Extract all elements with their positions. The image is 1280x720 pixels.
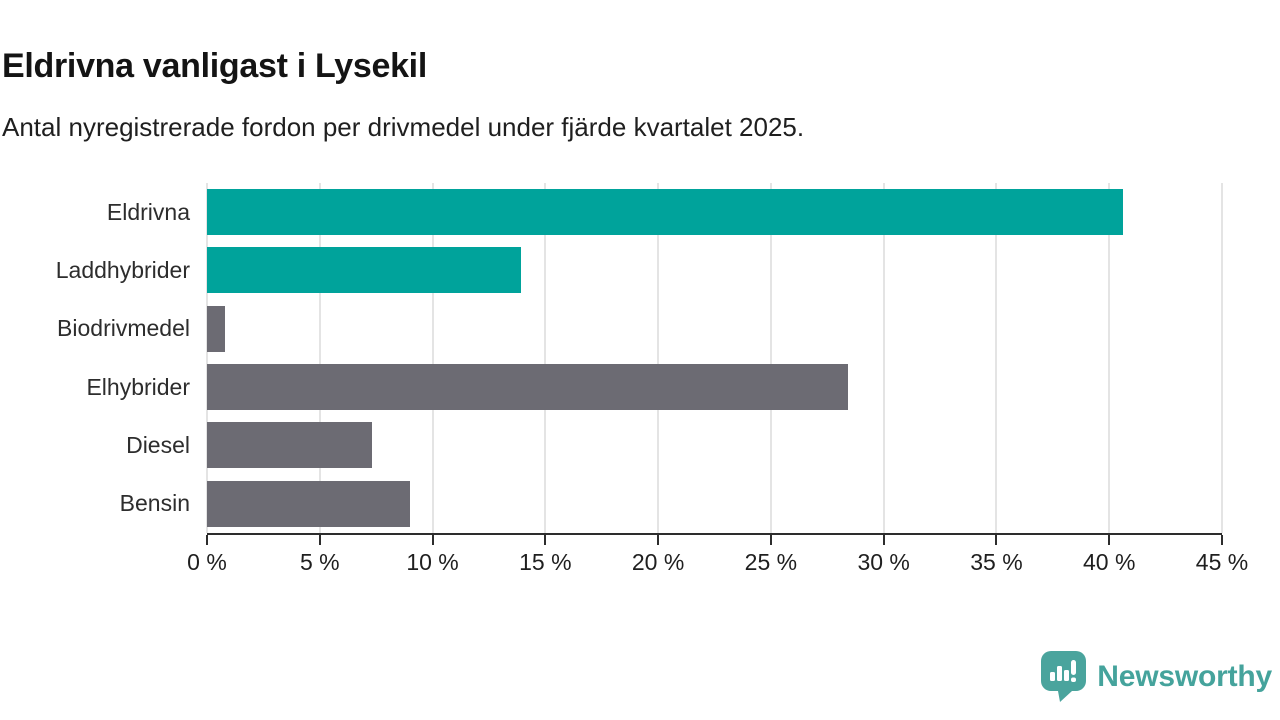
axis-tick bbox=[318, 535, 321, 545]
bar-track bbox=[207, 480, 1222, 527]
axis-tick-label: 10 % bbox=[406, 549, 459, 575]
axis-tick bbox=[206, 535, 208, 545]
gridline bbox=[1221, 183, 1223, 533]
bar-laddhybrider bbox=[207, 247, 521, 294]
bar-chart-speech-bubble-icon bbox=[1041, 651, 1088, 702]
gridline bbox=[995, 183, 998, 533]
newsworthy-brand: Newsworthy bbox=[1041, 651, 1272, 702]
axis-tick bbox=[769, 535, 772, 545]
bar-track bbox=[207, 422, 1222, 469]
bar-elhybrider bbox=[207, 364, 848, 411]
category-label: Biodrivmedel bbox=[57, 315, 190, 342]
bar-row: Biodrivmedel bbox=[0, 300, 1280, 358]
bar-row: Laddhybrider bbox=[0, 241, 1280, 299]
bar-row: Eldrivna bbox=[0, 183, 1280, 241]
axis-tick bbox=[544, 535, 547, 545]
axis-tick-label: 0 % bbox=[187, 549, 227, 575]
bar-row: Elhybrider bbox=[0, 358, 1280, 416]
axis-tick-label: 20 % bbox=[631, 549, 685, 575]
category-label: Eldrivna bbox=[106, 198, 190, 225]
bar-eldrivna bbox=[207, 189, 1123, 236]
axis-tick-label: 45 % bbox=[1195, 549, 1249, 575]
x-axis: 0 % 5 % 10 % 15 % 20 % 25 % 30 % 35 % 40 % 45 % bbox=[187, 533, 1248, 580]
bar-rows: Eldrivna Laddhybrider Biodrivmedel Elhybrid… bbox=[0, 183, 1280, 533]
gridlines bbox=[206, 183, 1223, 533]
bar-diesel bbox=[207, 422, 372, 469]
chart-title: Eldrivna vanligast i Lysekil bbox=[2, 46, 427, 85]
bar-track bbox=[207, 247, 1222, 294]
gridline bbox=[206, 183, 208, 533]
axis-tick-label: 15 % bbox=[519, 549, 572, 575]
axis-tick-label: 40 % bbox=[1083, 549, 1136, 575]
brand-name: Newsworthy bbox=[1097, 659, 1272, 693]
axis-tick bbox=[1108, 535, 1111, 545]
gridline bbox=[431, 183, 434, 533]
bar-chart: Eldrivna Laddhybrider Biodrivmedel Elhybrid… bbox=[0, 183, 1280, 575]
bar-track bbox=[207, 189, 1222, 236]
bar-bensin bbox=[207, 480, 410, 527]
gridline bbox=[882, 183, 885, 533]
axis-tick-label: 30 % bbox=[857, 549, 910, 575]
bar-row: Bensin bbox=[0, 475, 1280, 533]
bar-row: Diesel bbox=[0, 416, 1280, 474]
axis-tick bbox=[995, 535, 998, 545]
axis-tick-label: 5 % bbox=[299, 549, 340, 575]
category-label: Diesel bbox=[126, 431, 190, 458]
axis-tick bbox=[882, 535, 885, 545]
gridline bbox=[318, 183, 321, 533]
gridline bbox=[769, 183, 772, 533]
axis-tick-label: 25 % bbox=[744, 549, 798, 575]
axis-tick bbox=[657, 535, 660, 545]
gridline bbox=[1108, 183, 1111, 533]
bar-track bbox=[207, 364, 1222, 411]
gridline bbox=[544, 183, 547, 533]
gridline bbox=[657, 183, 660, 533]
bar-track bbox=[207, 305, 1222, 352]
axis-tick bbox=[1221, 535, 1223, 545]
category-label: Elhybrider bbox=[86, 373, 190, 400]
category-label: Bensin bbox=[119, 490, 190, 517]
category-label: Laddhybrider bbox=[55, 256, 190, 283]
bar-biodrivmedel bbox=[207, 305, 226, 352]
axis-tick bbox=[431, 535, 434, 545]
chart-subtitle: Antal nyregistrerade fordon per drivmede… bbox=[2, 112, 805, 142]
axis-tick-label: 35 % bbox=[970, 549, 1023, 575]
